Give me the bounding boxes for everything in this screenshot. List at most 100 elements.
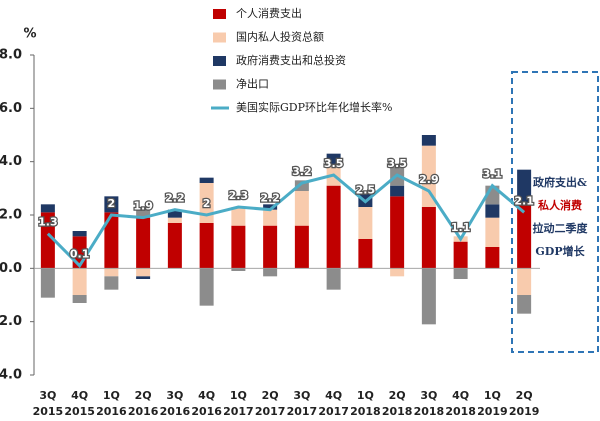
x-tick-label: 2Q (516, 389, 533, 402)
bar-segment (199, 268, 214, 306)
bar-segment (390, 268, 405, 277)
legend-label: 个人消费支出 (236, 6, 302, 20)
data-label: 0.1 (70, 248, 90, 261)
x-tick-label: 3Q (39, 389, 56, 402)
bar-segment (485, 247, 500, 269)
data-label: 2.1 (514, 194, 534, 207)
x-tick-label: 2016 (128, 405, 159, 418)
unit-label: % (23, 27, 36, 42)
bar-segment (294, 191, 309, 226)
data-label: 2 (108, 197, 116, 210)
data-label: 1.1 (451, 221, 471, 234)
data-label: 2.9 (419, 173, 439, 186)
bar-segment (390, 185, 405, 197)
data-label: 1.9 (133, 200, 153, 213)
data-label: 2.5 (356, 184, 376, 197)
bar-segment (517, 204, 532, 269)
bar-segment (421, 268, 436, 325)
bar-segment (421, 135, 436, 146)
bar-segment (104, 268, 119, 277)
bar-segment (231, 207, 246, 226)
bar-segment (390, 196, 405, 269)
legend-label: 美国实际GDP环比年化增长率% (236, 100, 392, 114)
legend-label: 净出口 (236, 77, 269, 91)
bar-segment (136, 276, 151, 279)
bar-segment (517, 268, 532, 295)
bar-segment (40, 212, 55, 269)
x-tick-label: 2016 (96, 405, 127, 418)
bar-segment (104, 212, 119, 269)
bar-segment (199, 223, 214, 269)
bar-segment (263, 268, 278, 277)
bar-segment (199, 177, 214, 183)
y-tick-label: 4.0 (0, 154, 22, 169)
bar-segment (263, 204, 278, 210)
x-tick-label: 2Q (389, 389, 406, 402)
data-label: 2.3 (229, 189, 249, 202)
x-tick-label: 2018 (414, 405, 445, 418)
x-tick-label: 2Q (262, 389, 279, 402)
bar-segment (485, 217, 500, 247)
x-tick-label: 2Q (135, 389, 152, 402)
data-label: 2.2 (165, 192, 185, 205)
data-label: 3.5 (387, 157, 407, 170)
bar-segment (167, 217, 182, 223)
bar-segment (104, 196, 119, 213)
x-tick-label: 4Q (198, 389, 215, 402)
gdp-line (46, 173, 526, 269)
x-tick-label: 3Q (420, 389, 437, 402)
x-tick-label: 2017 (255, 405, 286, 418)
x-tick-label: 2018 (382, 405, 413, 418)
legend-swatch (213, 79, 226, 90)
x-tick-label: 2015 (64, 405, 95, 418)
bar-segment (485, 204, 500, 218)
x-tick-label: 1Q (357, 389, 374, 402)
legend-label: 国内私人投资总额 (236, 30, 324, 44)
bar-segment (72, 268, 87, 295)
y-tick-label: 2.0 (0, 314, 22, 329)
bar-segment (358, 207, 373, 239)
bar-segment (167, 223, 182, 269)
y-tick-label: 0.0 (0, 261, 22, 276)
bar-segment (517, 295, 532, 314)
bar-segment (136, 207, 151, 218)
x-tick-label: 2018 (445, 405, 476, 418)
bar-segment (40, 268, 55, 298)
y-tick-label: 4.0 (0, 368, 22, 383)
bar-segment (358, 239, 373, 269)
bar-segment (231, 268, 246, 271)
legend-swatch (213, 9, 226, 19)
x-tick-label: 2018 (350, 405, 381, 418)
y-tick-label: 6.0 (0, 101, 22, 116)
data-label: 3.1 (483, 168, 503, 181)
bar-segment (104, 276, 119, 290)
bar-segment (326, 153, 341, 165)
x-tick-label: 3Q (293, 389, 310, 402)
bar-segment (231, 225, 246, 269)
annotation-line: 政府支出& (533, 175, 587, 189)
x-tick-label: 4Q (71, 389, 88, 402)
x-tick-label: 2016 (160, 405, 191, 418)
y-tick-label: 2.0 (0, 208, 22, 223)
x-tick-label: 1Q (484, 389, 501, 402)
y-tick-label: 8.0 (0, 48, 22, 63)
x-tick-label: 1Q (103, 389, 120, 402)
x-tick-label: 2019 (509, 405, 540, 418)
x-tick-label: 1Q (230, 389, 247, 402)
bar-segment (136, 217, 151, 269)
bar-segment (453, 241, 468, 269)
x-tick-label: 2017 (223, 405, 254, 418)
data-label: 2.2 (260, 192, 280, 205)
annotation-line: 私人消费 (538, 198, 582, 212)
legend-label: 政府消费支出和总投资 (236, 53, 346, 67)
annotation-line: 拉动二季度 (533, 221, 589, 235)
bar-segment (40, 204, 55, 213)
data-label: 3.2 (292, 165, 312, 178)
annotation-box (511, 71, 599, 353)
bar-segment (72, 231, 87, 237)
bar-segment (421, 207, 436, 269)
x-tick-label: 2017 (287, 405, 318, 418)
data-label: 2 (203, 197, 211, 210)
x-tick-label: 2019 (477, 405, 508, 418)
